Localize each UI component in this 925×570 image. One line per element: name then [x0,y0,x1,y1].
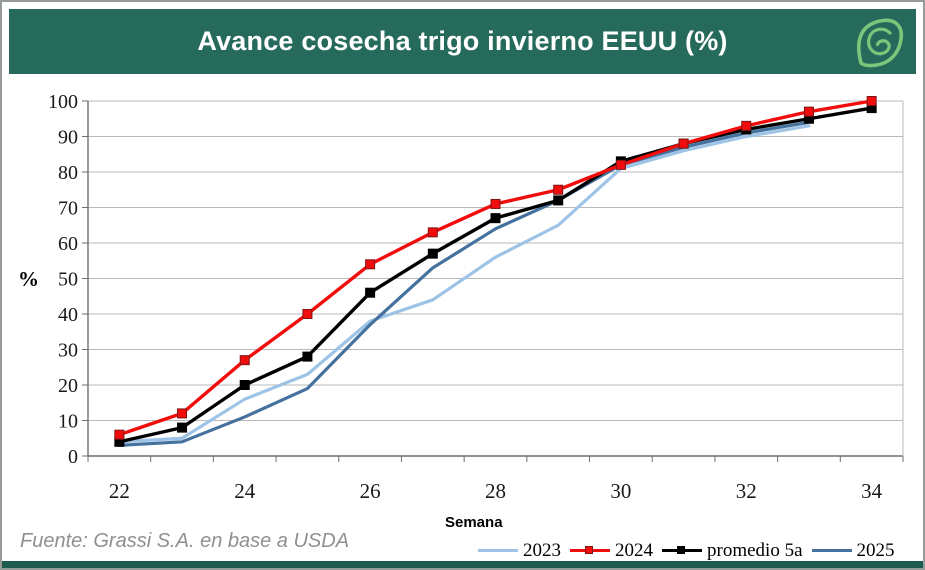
series-marker-2024 [741,120,752,131]
y-tick-label: 10 [58,411,78,433]
series-marker-promedio-5a [615,156,626,167]
legend-label: promedio 5a [707,540,803,561]
chart-legend: 2023 2024 promedio 5a 2025 [478,541,895,560]
x-axis-title: Semana [445,514,503,531]
chart-title: Avance cosecha trigo invierno EEUU (%) [197,26,728,56]
y-axis-title: % [18,267,39,291]
series-marker-promedio-5a [365,287,376,298]
y-tick-label: 40 [58,304,78,326]
x-tick-label: 22 [109,479,130,503]
series-marker-2024 [114,429,125,440]
y-tick-label: 50 [58,269,78,291]
series-marker-2024 [239,355,250,366]
series-marker-promedio-5a [302,351,313,362]
series-marker-2024 [302,309,313,319]
legend-line-sample [811,549,852,552]
x-tick-label: 26 [360,479,381,503]
series-marker-2024 [427,227,438,238]
series-marker-promedio-5a [678,138,689,149]
legend-marker-sample [585,546,593,554]
series-marker-promedio-5a [427,248,438,259]
series-marker-2024 [615,159,626,170]
series-marker-2024 [177,408,188,419]
series-marker-2024 [490,198,501,209]
x-tick-label: 28 [485,479,506,503]
series-marker-promedio-5a [866,103,877,114]
series-line-promedio-5a [117,106,874,444]
y-tick-label: 70 [58,198,78,220]
series-marker-promedio-5a [741,124,752,135]
legend-label: 2024 [615,540,653,561]
grassi-leaf-logo-icon [856,18,904,68]
y-tick-label: 60 [58,233,78,255]
series-marker-2024 [678,138,689,149]
legend-line-sample [570,546,610,554]
series-marker-promedio-5a [803,113,814,124]
series-line-2025 [117,120,811,447]
series-marker-2024 [365,259,376,270]
legend-line-sample [478,549,518,552]
y-tick-label: 30 [58,340,78,362]
series-line-2024 [117,99,874,437]
series-marker-promedio-5a [490,213,501,224]
series-line-2023 [117,124,811,444]
x-tick-label: 34 [861,479,883,503]
header-bar: Avance cosecha trigo invierno EEUU (%) [9,9,916,74]
series-marker-promedio-5a [177,422,188,433]
bottom-accent-strip [2,561,923,568]
x-tick-label: 24 [234,479,256,503]
legend-item-2024: 2024 [570,541,653,560]
legend-label: 2025 [856,540,895,561]
y-tick-label: 20 [58,375,78,397]
legend-item-2025: 2025 [811,540,895,561]
legend-marker-sample [677,546,685,554]
x-tick-label: 32 [736,479,757,503]
legend-label: 2023 [523,540,561,561]
x-tick-label: 30 [610,479,631,503]
series-marker-promedio-5a [553,195,564,206]
y-tick-label: 0 [68,446,78,468]
y-tick-label: 80 [58,162,78,184]
series-marker-promedio-5a [239,380,250,390]
source-note: Fuente: Grassi S.A. en base a USDA [20,530,350,552]
series-marker-2024 [866,96,877,106]
y-tick-label: 90 [58,127,78,149]
legend-item-2023: 2023 [478,541,561,560]
series-marker-2024 [803,106,814,117]
series-marker-2024 [553,184,564,195]
legend-item-promedio-5a: promedio 5a [662,541,803,560]
legend-line-sample [662,546,702,554]
y-tick-label: 100 [48,91,78,113]
series-marker-promedio-5a [114,436,125,447]
